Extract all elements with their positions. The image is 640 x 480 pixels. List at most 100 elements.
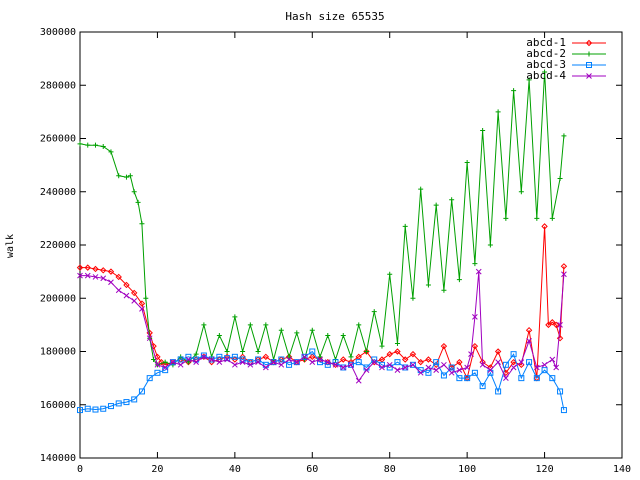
abcd-3-point xyxy=(224,355,231,362)
abcd-3-point xyxy=(286,361,293,368)
abcd-3-line xyxy=(79,350,565,411)
abcd-3-point xyxy=(471,369,478,376)
abcd-4-point xyxy=(115,287,122,294)
plot-frame xyxy=(79,31,623,459)
abcd-2-point xyxy=(534,215,540,221)
abcd-3-point xyxy=(560,407,567,414)
abcd-2-point xyxy=(317,354,323,360)
abcd-3-point xyxy=(270,359,277,366)
abcd-1-point xyxy=(154,353,161,361)
abcd-4-point xyxy=(533,364,540,371)
abcd-3-point xyxy=(293,359,300,366)
abcd-2-point xyxy=(557,175,563,181)
abcd-4-point xyxy=(518,359,525,366)
x-tick-label: 60 xyxy=(306,464,318,475)
x-tick-label: 20 xyxy=(151,464,163,475)
abcd-4-point xyxy=(255,359,261,366)
y-tick-label: 160000 xyxy=(40,400,76,411)
legend-label-abcd-2: abcd-2 xyxy=(526,47,566,60)
abcd-4-point xyxy=(526,337,532,344)
abcd-2-point xyxy=(278,327,284,333)
abcd-1-point xyxy=(309,353,316,361)
abcd-1-point xyxy=(494,348,502,355)
abcd-4-point xyxy=(541,361,548,368)
abcd-3-point xyxy=(84,405,91,412)
abcd-2-point xyxy=(193,351,199,357)
y-tick-label: 280000 xyxy=(40,80,76,91)
abcd-1-point xyxy=(440,342,448,350)
abcd-2-point xyxy=(472,261,478,267)
abcd-4-series xyxy=(77,268,567,384)
abcd-1-point xyxy=(456,358,463,366)
abcd-4-point xyxy=(324,359,331,366)
abcd-1-point xyxy=(100,267,107,274)
abcd-3-point xyxy=(100,405,107,412)
abcd-4-point xyxy=(293,359,300,366)
abcd-3-point xyxy=(448,364,455,371)
abcd-4-point xyxy=(487,367,494,373)
abcd-3-point xyxy=(425,369,432,376)
series-group xyxy=(76,69,568,414)
abcd-4-point xyxy=(278,361,285,368)
abcd-4-point xyxy=(363,367,370,373)
abcd-2-point xyxy=(356,322,362,328)
abcd-1-point xyxy=(84,264,91,271)
abcd-2-point xyxy=(135,199,141,205)
abcd-3-point xyxy=(340,364,347,371)
abcd-4-point xyxy=(553,364,560,371)
abcd-2-point xyxy=(526,77,532,83)
abcd-2-point xyxy=(542,69,548,75)
x-tick-label: 140 xyxy=(613,464,631,475)
abcd-2-point xyxy=(441,287,447,293)
abcd-3-point xyxy=(278,356,285,363)
abcd-1-point xyxy=(409,350,417,358)
abcd-4-point xyxy=(561,271,567,278)
abcd-4-point xyxy=(108,279,114,286)
legend-abcd-4-point xyxy=(586,73,592,79)
abcd-2-point xyxy=(224,349,230,354)
abcd-4-point xyxy=(417,369,424,376)
legend-label-abcd-4: abcd-4 xyxy=(526,69,566,82)
abcd-3-point xyxy=(348,361,354,368)
abcd-2-point xyxy=(216,333,222,339)
y-tick-label: 220000 xyxy=(40,240,76,251)
abcd-3-point xyxy=(92,406,99,413)
abcd-4-point xyxy=(475,268,482,275)
abcd-2-point xyxy=(363,349,369,354)
abcd-3-point xyxy=(208,356,215,363)
y-tick-label: 200000 xyxy=(40,293,76,304)
abcd-1-point xyxy=(394,348,401,355)
abcd-4-point xyxy=(270,359,277,366)
abcd-4-point xyxy=(394,367,401,373)
abcd-3-point xyxy=(200,352,207,359)
abcd-1-point xyxy=(231,356,239,363)
abcd-4-point xyxy=(340,364,347,371)
abcd-2-point xyxy=(418,186,424,192)
abcd-2-point xyxy=(325,333,331,339)
abcd-4-point xyxy=(402,364,409,371)
legend-abcd-3-point xyxy=(586,62,592,68)
abcd-3-point xyxy=(115,400,122,407)
chart-title: Hash size 65535 xyxy=(285,10,384,23)
abcd-4-point xyxy=(208,356,215,363)
abcd-2-point xyxy=(561,133,567,139)
abcd-4-point xyxy=(472,314,478,320)
abcd-1-point xyxy=(549,319,556,326)
abcd-2-point xyxy=(240,349,246,354)
abcd-4-point xyxy=(425,364,432,371)
abcd-4-point xyxy=(201,353,207,360)
abcd-3-point xyxy=(526,359,533,366)
abcd-2-point xyxy=(487,242,493,248)
abcd-2-point xyxy=(139,221,145,227)
abcd-4-point xyxy=(92,274,99,280)
abcd-2-point xyxy=(495,109,501,115)
x-tick-label: 0 xyxy=(77,464,83,475)
abcd-4-point xyxy=(146,335,153,342)
abcd-3-point xyxy=(402,364,409,371)
abcd-4-point xyxy=(170,359,176,366)
abcd-3-point xyxy=(464,375,471,382)
abcd-1-point xyxy=(340,356,347,363)
abcd-2-series xyxy=(77,69,567,368)
abcd-4-point xyxy=(239,359,246,366)
y-tick-label: 300000 xyxy=(40,27,76,38)
